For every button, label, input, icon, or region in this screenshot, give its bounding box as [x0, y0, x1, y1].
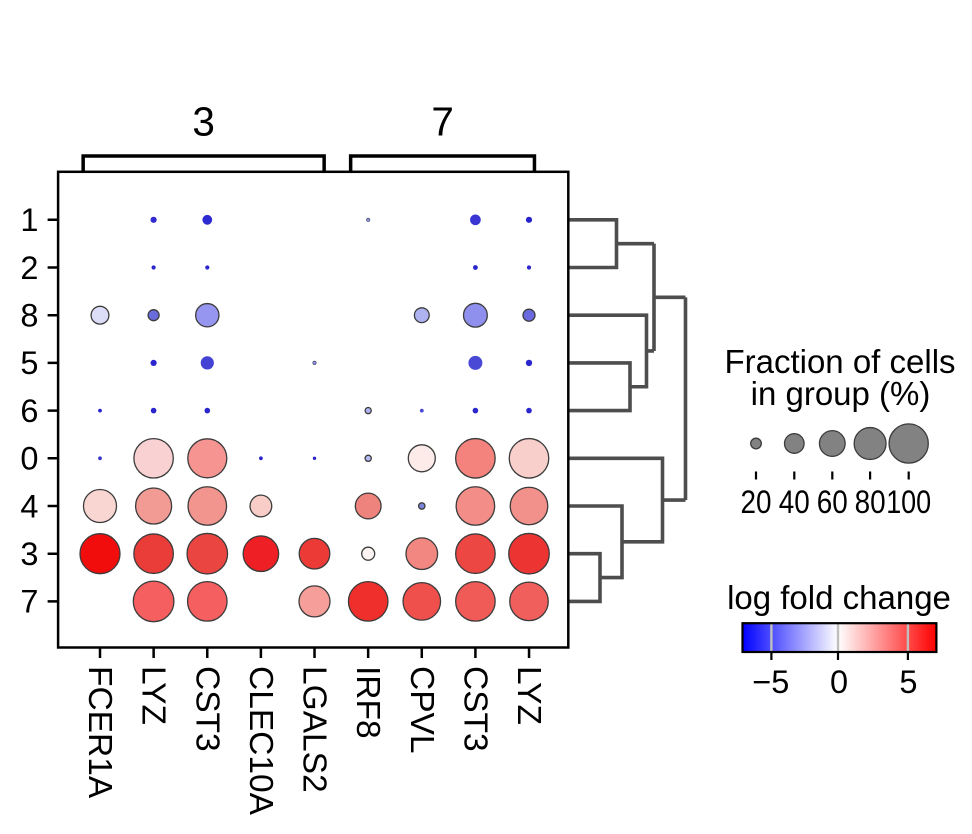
svg-text:LGALS2: LGALS2 [296, 666, 333, 793]
svg-text:20: 20 [741, 484, 772, 520]
svg-text:40: 40 [779, 484, 810, 520]
svg-text:80: 80 [855, 484, 886, 520]
svg-text:CLEC10A: CLEC10A [242, 666, 279, 816]
svg-text:3: 3 [192, 99, 215, 145]
svg-text:Fraction of cells: Fraction of cells [724, 343, 955, 380]
svg-text:7: 7 [20, 584, 38, 620]
svg-text:log fold change: log fold change [727, 579, 951, 616]
svg-text:5: 5 [20, 345, 38, 381]
svg-text:CPVL: CPVL [403, 666, 440, 754]
svg-text:FCER1A: FCER1A [81, 666, 118, 799]
svg-text:3: 3 [20, 536, 38, 572]
svg-text:CST3: CST3 [456, 666, 493, 752]
svg-text:0: 0 [20, 441, 38, 477]
svg-text:6: 6 [20, 393, 38, 429]
svg-text:1: 1 [20, 202, 38, 238]
svg-text:100: 100 [886, 484, 931, 520]
svg-text:LYZ: LYZ [510, 666, 547, 725]
svg-text:60: 60 [817, 484, 848, 520]
svg-text:2: 2 [20, 250, 38, 286]
svg-text:4: 4 [20, 488, 38, 524]
svg-text:7: 7 [431, 99, 454, 145]
svg-text:0: 0 [830, 664, 848, 700]
svg-text:CST3: CST3 [188, 666, 225, 752]
svg-text:−5: −5 [752, 664, 789, 700]
svg-text:in group (%): in group (%) [751, 375, 931, 412]
svg-text:IRF8: IRF8 [349, 666, 386, 739]
svg-text:8: 8 [20, 298, 38, 334]
svg-text:5: 5 [899, 664, 917, 700]
svg-text:LYZ: LYZ [135, 666, 172, 725]
